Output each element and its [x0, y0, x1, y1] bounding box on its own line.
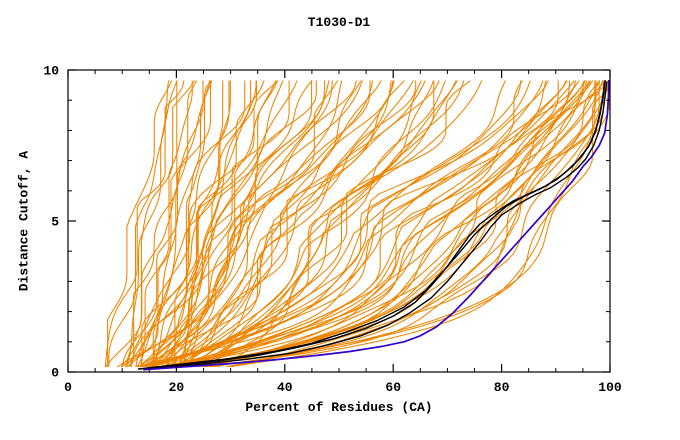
orange-curve [144, 80, 362, 368]
x-tick-label: 20 [169, 380, 185, 395]
orange-curve [124, 80, 298, 368]
orange-curve [179, 80, 610, 368]
x-tick-label: 0 [64, 380, 72, 395]
orange-curve [121, 80, 317, 368]
orange-curve [186, 80, 607, 368]
orange-curve [168, 80, 417, 368]
blue-curve [143, 79, 610, 371]
orange-curve [152, 80, 212, 368]
orange-curve [129, 80, 313, 368]
orange-curve [190, 80, 457, 368]
orange-curve [150, 80, 549, 368]
orange-curve [147, 80, 382, 368]
orange-curve [178, 80, 414, 368]
orange-curve [226, 80, 606, 368]
orange-curve [204, 80, 586, 368]
orange-curve [135, 80, 544, 368]
orange-curve [175, 80, 577, 368]
orange-curve [140, 80, 567, 368]
orange-curve [191, 80, 604, 368]
orange-curve [205, 80, 446, 368]
orange-curve [104, 80, 185, 368]
y-tick-label: 5 [51, 215, 59, 230]
orange-curve [138, 80, 330, 368]
orange-curve [120, 80, 279, 368]
x-tick-label: 80 [494, 380, 510, 395]
orange-curve [172, 80, 609, 368]
orange-curve [217, 80, 483, 368]
orange-curve [146, 80, 522, 368]
x-tick-label: 40 [277, 380, 293, 395]
orange-curve [172, 80, 434, 368]
orange-curve [199, 80, 591, 368]
black-curve-3 [148, 81, 608, 370]
orange-curve [135, 80, 210, 368]
orange-curve [153, 80, 363, 368]
orange-curve [187, 80, 440, 368]
black-curve-2 [143, 79, 606, 370]
orange-curve [141, 80, 523, 368]
orange-curve [107, 80, 173, 368]
orange-curve [203, 80, 592, 368]
black-curve-1 [137, 81, 606, 370]
x-tick-label: 100 [598, 380, 622, 395]
chart-title: T1030-D1 [307, 15, 371, 30]
orange-curve [152, 80, 213, 368]
orange-curve [125, 80, 198, 368]
orange-curve [153, 80, 394, 368]
orange-curve [125, 80, 170, 368]
orange-curve [141, 80, 246, 368]
orange-curve [164, 80, 224, 368]
orange-curve [171, 80, 231, 368]
orange-curve [165, 80, 594, 368]
orange-curve [181, 80, 326, 368]
orange-curve [209, 80, 610, 368]
orange-curve [140, 80, 193, 368]
orange-curve [178, 80, 575, 368]
orange-curve [152, 80, 531, 368]
orange-curve [162, 80, 588, 368]
orange-curve [199, 80, 465, 368]
orange-curve [130, 80, 178, 368]
x-tick-label: 60 [385, 380, 401, 395]
y-tick-label: 0 [51, 366, 59, 381]
orange-curve [176, 80, 371, 368]
orange-curve [108, 80, 178, 368]
x-axis-label: Percent of Residues (CA) [245, 400, 433, 415]
orange-curve [170, 80, 395, 368]
y-tick-label: 10 [43, 64, 59, 79]
orange-curve [177, 80, 257, 368]
orange-curve [178, 80, 422, 368]
